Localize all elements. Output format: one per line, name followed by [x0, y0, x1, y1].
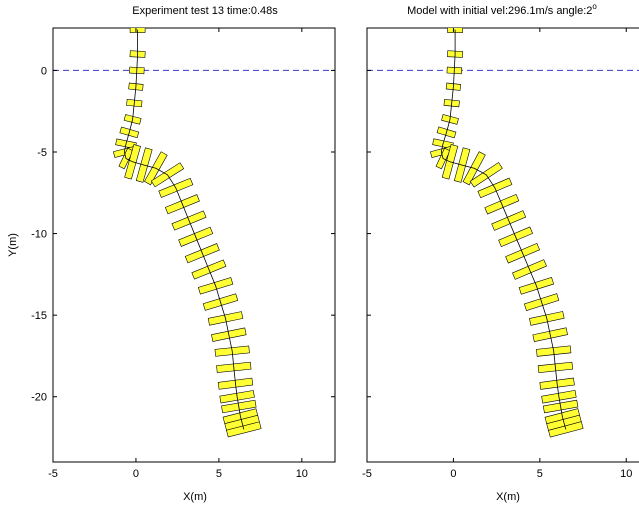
x-tick-label: -5	[362, 468, 372, 480]
x-tick-label: -5	[48, 468, 58, 480]
y-tick-label: -15	[31, 310, 47, 322]
left-panel: Experiment test 13 time:0.48s -5 0 5 100-5-…	[7, 5, 336, 503]
right-title-superscript: o	[592, 2, 597, 11]
x-tick-label: 0	[133, 468, 139, 480]
x-tick-label: 10	[296, 468, 308, 480]
left-marks	[53, 28, 335, 438]
y-tick-label: -20	[31, 392, 47, 404]
x-tick-label: 10	[620, 468, 632, 480]
right-marks	[367, 28, 639, 438]
right-title-main: Model with initial vel:296.1m/s angle:2	[407, 5, 592, 17]
y-tick-label: -10	[31, 229, 47, 241]
x-tick-label: 5	[216, 468, 222, 480]
x-tick-label: 0	[450, 468, 456, 480]
left-title: Experiment test 13 time:0.48s	[132, 5, 278, 17]
right-title: Model with initial vel:296.1m/s angle:2o	[407, 2, 597, 17]
left-ticks: -5 0 5 10 0 -5 -10 -15 -20	[31, 28, 335, 480]
left-x-axis-label: X(m)	[183, 491, 207, 503]
trajectory-centerline	[440, 29, 567, 430]
right-ticks: -5 0 5 10	[362, 28, 632, 480]
right-x-axis-label: X(m)	[496, 491, 520, 503]
x-tick-label: 5	[537, 468, 543, 480]
y-tick-label: 0	[41, 65, 47, 77]
trajectory-centerline	[123, 29, 245, 430]
right-panel: Model with initial vel:296.1m/s angle:2o…	[362, 2, 639, 503]
y-tick-label: -5	[37, 147, 47, 159]
left-y-axis-label: Y(m)	[7, 233, 19, 257]
left-plot-area	[52, 27, 336, 463]
